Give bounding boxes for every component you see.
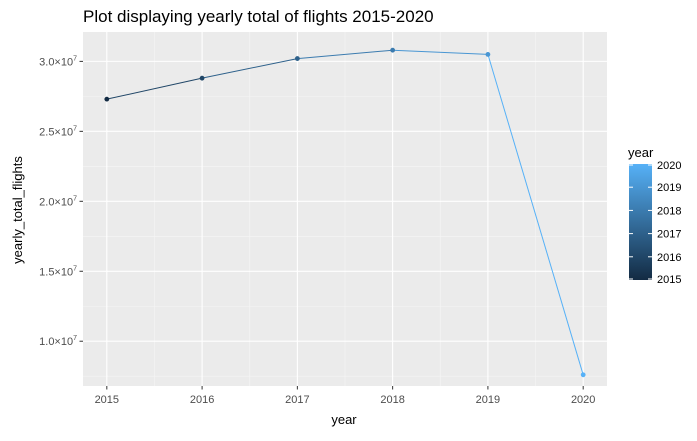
- data-point: [104, 96, 110, 102]
- legend-title: year: [628, 145, 654, 160]
- data-point: [580, 372, 586, 378]
- data-point: [199, 75, 205, 81]
- y-tick-label: 3.0×107: [39, 55, 77, 68]
- y-tick-label: 1.0×107: [39, 335, 77, 348]
- legend-colorbar: [629, 164, 652, 280]
- series-line-segment: [487, 54, 584, 375]
- series-points: [104, 47, 586, 378]
- series-line-segment: [297, 49, 393, 60]
- grid-minor: [83, 32, 607, 386]
- x-tick-label: 2015: [95, 394, 119, 406]
- y-tick-label: 1.5×107: [39, 265, 77, 278]
- series-line-segment: [106, 77, 203, 100]
- data-point: [485, 51, 491, 57]
- y-axis-title: yearly_total_flights: [10, 156, 25, 264]
- legend-label: 2016: [657, 252, 681, 264]
- y-tick-label: 2.0×107: [39, 195, 77, 208]
- x-axis: 2015 2016 2017 2018 2019 2020: [95, 386, 595, 406]
- x-axis-title: year: [331, 412, 357, 427]
- x-tick-label: 2019: [476, 394, 500, 406]
- x-tick-label: 2017: [285, 394, 309, 406]
- y-axis: 1.0×107 1.5×107 2.0×107 2.5×107 3.0×107: [39, 55, 83, 348]
- series-line-segment: [201, 58, 298, 79]
- x-tick-label: 2020: [571, 394, 595, 406]
- y-tick-label: 2.5×107: [39, 125, 77, 138]
- legend-label: 2018: [657, 205, 681, 217]
- series-line-segment: [392, 49, 488, 55]
- x-tick-label: 2018: [380, 394, 404, 406]
- chart-title: Plot displaying yearly total of flights …: [83, 7, 434, 26]
- x-tick-label: 2016: [190, 394, 214, 406]
- grid-major: [83, 32, 607, 386]
- legend-label: 2015: [657, 274, 681, 286]
- legend-label: 2020: [657, 160, 681, 172]
- legend-ticks: 2020 2019 2018 2017 2016 2015: [629, 160, 681, 286]
- legend: year 2020 2019 2018 2017 2016 2015: [628, 145, 681, 286]
- data-point: [390, 47, 396, 53]
- series-line: [106, 49, 584, 375]
- data-point: [294, 56, 300, 61]
- legend-label: 2017: [657, 229, 681, 241]
- legend-label: 2019: [657, 182, 681, 194]
